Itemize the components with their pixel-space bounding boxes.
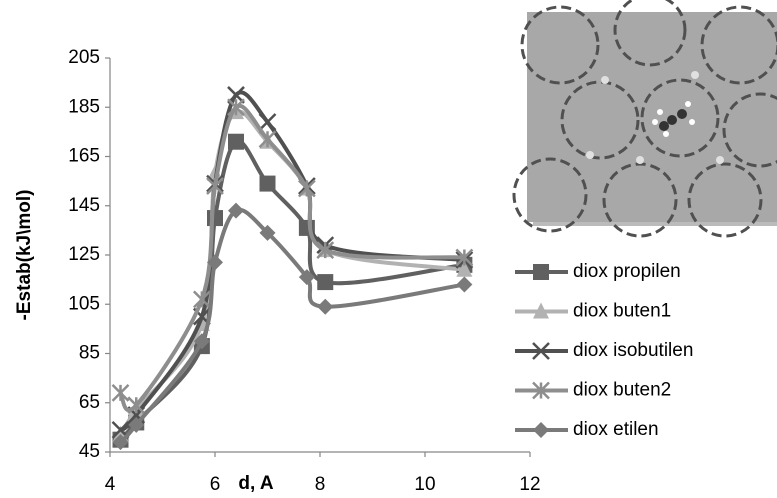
series-line xyxy=(121,210,465,442)
legend-entry: diox etilen xyxy=(515,419,659,440)
y-tick-label: 165 xyxy=(68,146,100,167)
legend-entry: diox buten1 xyxy=(515,301,671,322)
legend-label: diox etilen xyxy=(573,419,659,440)
x-tick-label: 12 xyxy=(519,474,540,495)
y-tick-label: 105 xyxy=(68,293,100,314)
marker xyxy=(317,299,333,315)
series-line xyxy=(121,141,465,440)
marker xyxy=(533,264,549,280)
marker xyxy=(207,210,223,226)
marker xyxy=(456,277,472,293)
x-tick-label: 6 xyxy=(210,474,221,495)
y-tick-label: 185 xyxy=(68,96,100,117)
x-axis-label: d, A xyxy=(238,473,273,494)
y-tick-label: 125 xyxy=(68,244,100,265)
x-tick-label: 4 xyxy=(105,474,116,495)
marker xyxy=(228,134,244,150)
x-tick-label: 10 xyxy=(414,474,435,495)
y-tick-label: 145 xyxy=(68,195,100,216)
legend-entry: diox propilen xyxy=(515,261,681,282)
chart: -Estab(kJ\mol) d, A 45 65 85 105 125 145 165 18… xyxy=(0,0,777,498)
marker xyxy=(533,422,549,438)
y-axis-label: -Estab(kJ\mol) xyxy=(14,190,35,321)
y-tick-label: 205 xyxy=(68,47,100,68)
legend-entry: diox buten2 xyxy=(515,380,671,401)
legend-entry: diox isobutilen xyxy=(515,340,693,361)
legend-label: diox propilen xyxy=(573,261,681,282)
legend-label: diox buten2 xyxy=(573,380,671,401)
marker xyxy=(113,385,129,401)
y-tick-label: 45 xyxy=(79,441,100,462)
marker xyxy=(260,176,276,192)
legend-label: diox buten1 xyxy=(573,301,671,322)
marker xyxy=(260,131,276,147)
marker xyxy=(299,181,315,197)
y-tick-label: 65 xyxy=(79,392,100,413)
legend-label: diox isobutilen xyxy=(573,340,693,361)
marker xyxy=(317,274,333,290)
x-tick-label: 8 xyxy=(315,474,326,495)
marker xyxy=(260,114,276,130)
y-tick-label: 85 xyxy=(79,343,100,364)
inset-image xyxy=(514,0,777,236)
